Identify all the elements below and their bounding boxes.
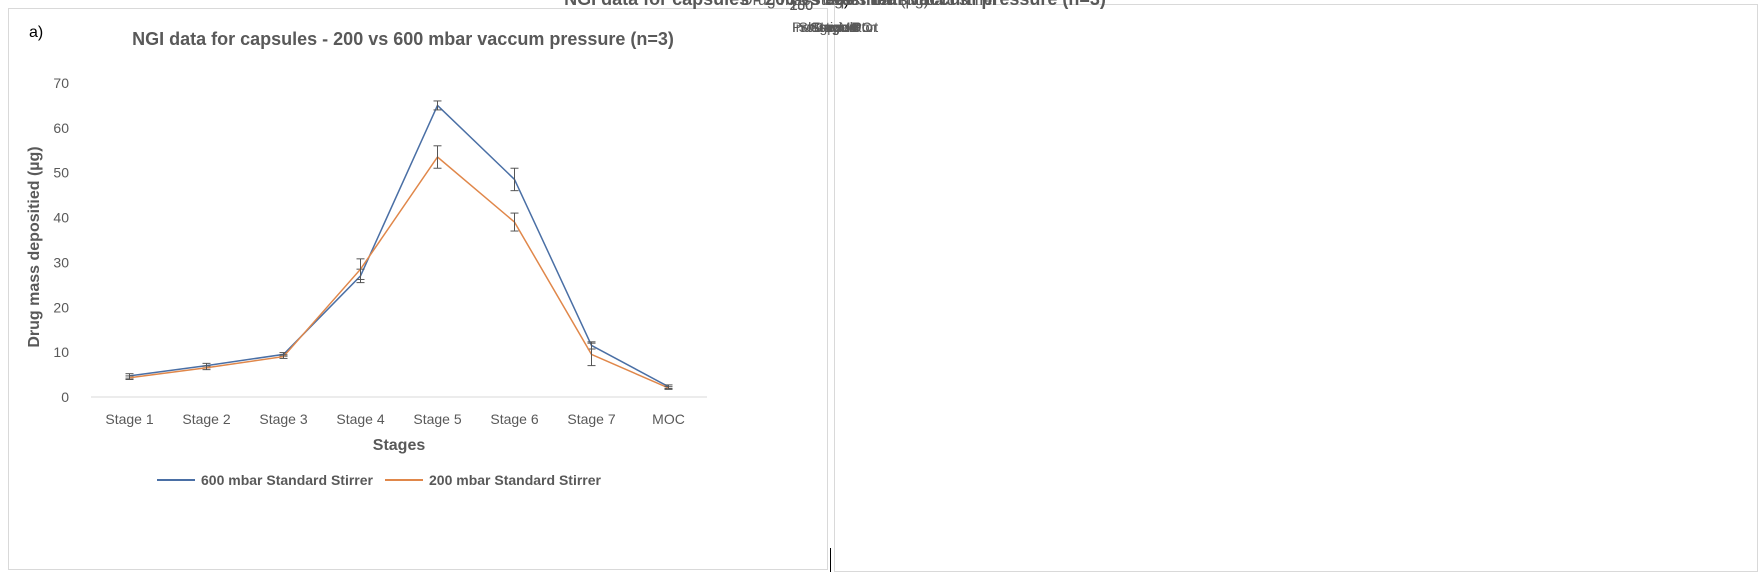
y-tick-label: 20 <box>53 299 69 315</box>
chart-title: NGI data for capsules - 200 vs 600 mbar … <box>132 29 674 49</box>
y-tick-label: 70 <box>53 75 69 91</box>
x-tick-label: Stage 5 <box>811 19 859 35</box>
legend-label-2: 600 mbar Standard Stirrer <box>835 0 997 8</box>
x-tick-label: Stage 5 <box>413 411 461 427</box>
x-tick-label: Stage 1 <box>811 19 859 35</box>
x-axis-title: Stages <box>373 437 426 454</box>
x-tick-label: Pre-separator <box>792 19 878 35</box>
x-tick-label: Stage 6 <box>811 19 859 35</box>
x-tick-label: Capsule <box>809 19 861 35</box>
chart-b-svg: b)NGI data for capsules - 200 vs 600 mba… <box>564 0 1106 35</box>
x-tick-label: Stage 2 <box>811 19 859 35</box>
x-tick-label: Stage 7 <box>567 411 615 427</box>
y-tick-label: 200 <box>790 0 814 13</box>
legend-label-4: 200 mbar Standard Stirrer <box>835 0 997 8</box>
legend-label-3: 600 mbar Standard Stirrer <box>835 0 997 8</box>
chart-panel-a: a) NGI data for capsules - 200 vs 600 mba… <box>8 8 828 570</box>
legend-label-1: 600 mbar Standard Stirrer <box>201 472 374 488</box>
y-axis-title: Drug mass depositied (µg) <box>741 0 929 9</box>
y-tick-label: 40 <box>53 210 69 226</box>
chart-a-svg: a) NGI data for capsules - 200 vs 600 mba… <box>26 24 707 488</box>
y-tick-label: 30 <box>53 254 69 270</box>
y-tick-label: 250 <box>790 0 814 13</box>
x-tick-label: Stage 6 <box>490 411 538 427</box>
y-tick-label: 50 <box>797 0 813 13</box>
y-tick-label: 60 <box>53 120 69 136</box>
panel-label: b) <box>835 0 849 9</box>
y-tick-label: 10 <box>53 344 69 360</box>
x-tick-label: Stage 3 <box>259 411 307 427</box>
x-tick-label: Stage 3 <box>811 19 859 35</box>
panel-label: a) <box>29 24 43 41</box>
series-line-1 <box>129 104 669 388</box>
chart-title: NGI data for capsules - 200 vs 600 mbar … <box>564 0 1106 9</box>
chart-panel-b: b)NGI data for capsules - 200 vs 600 mba… <box>564 0 1758 572</box>
series-line-2 <box>129 155 669 389</box>
x-axis-title: Stages <box>810 0 860 9</box>
y-tick-label: 0 <box>805 0 813 13</box>
x-tick-label: Induction Port <box>792 19 878 35</box>
y-tick-label: 0 <box>61 389 69 405</box>
legend-label-1: 600 mbar Standard Stirrer <box>835 0 997 8</box>
x-tick-label: Stage 2 <box>182 411 230 427</box>
legend-label-6: 200 mbar Standard Stirrer <box>835 0 997 8</box>
legend-label-5: 200 mbar Standard Stirrer <box>835 0 997 8</box>
y-tick-label: 50 <box>53 165 69 181</box>
legend-label-2: 200 mbar Standard Stirrer <box>429 472 602 488</box>
y-tick-label: 150 <box>790 0 814 13</box>
x-tick-label: MOC <box>652 411 685 427</box>
x-tick-label: Stage 7 <box>811 19 859 35</box>
x-tick-label: Device <box>814 19 857 35</box>
divider-line <box>830 548 831 572</box>
y-axis-title: Drug mass depositied (µg) <box>26 146 43 347</box>
y-tick-label: 100 <box>790 0 814 13</box>
x-tick-label: Stage 1 <box>105 411 153 427</box>
x-tick-label: Stage 4 <box>811 19 859 35</box>
x-tick-label: Stage 4 <box>336 411 384 427</box>
x-tick-label: Stage MOC <box>798 19 871 35</box>
